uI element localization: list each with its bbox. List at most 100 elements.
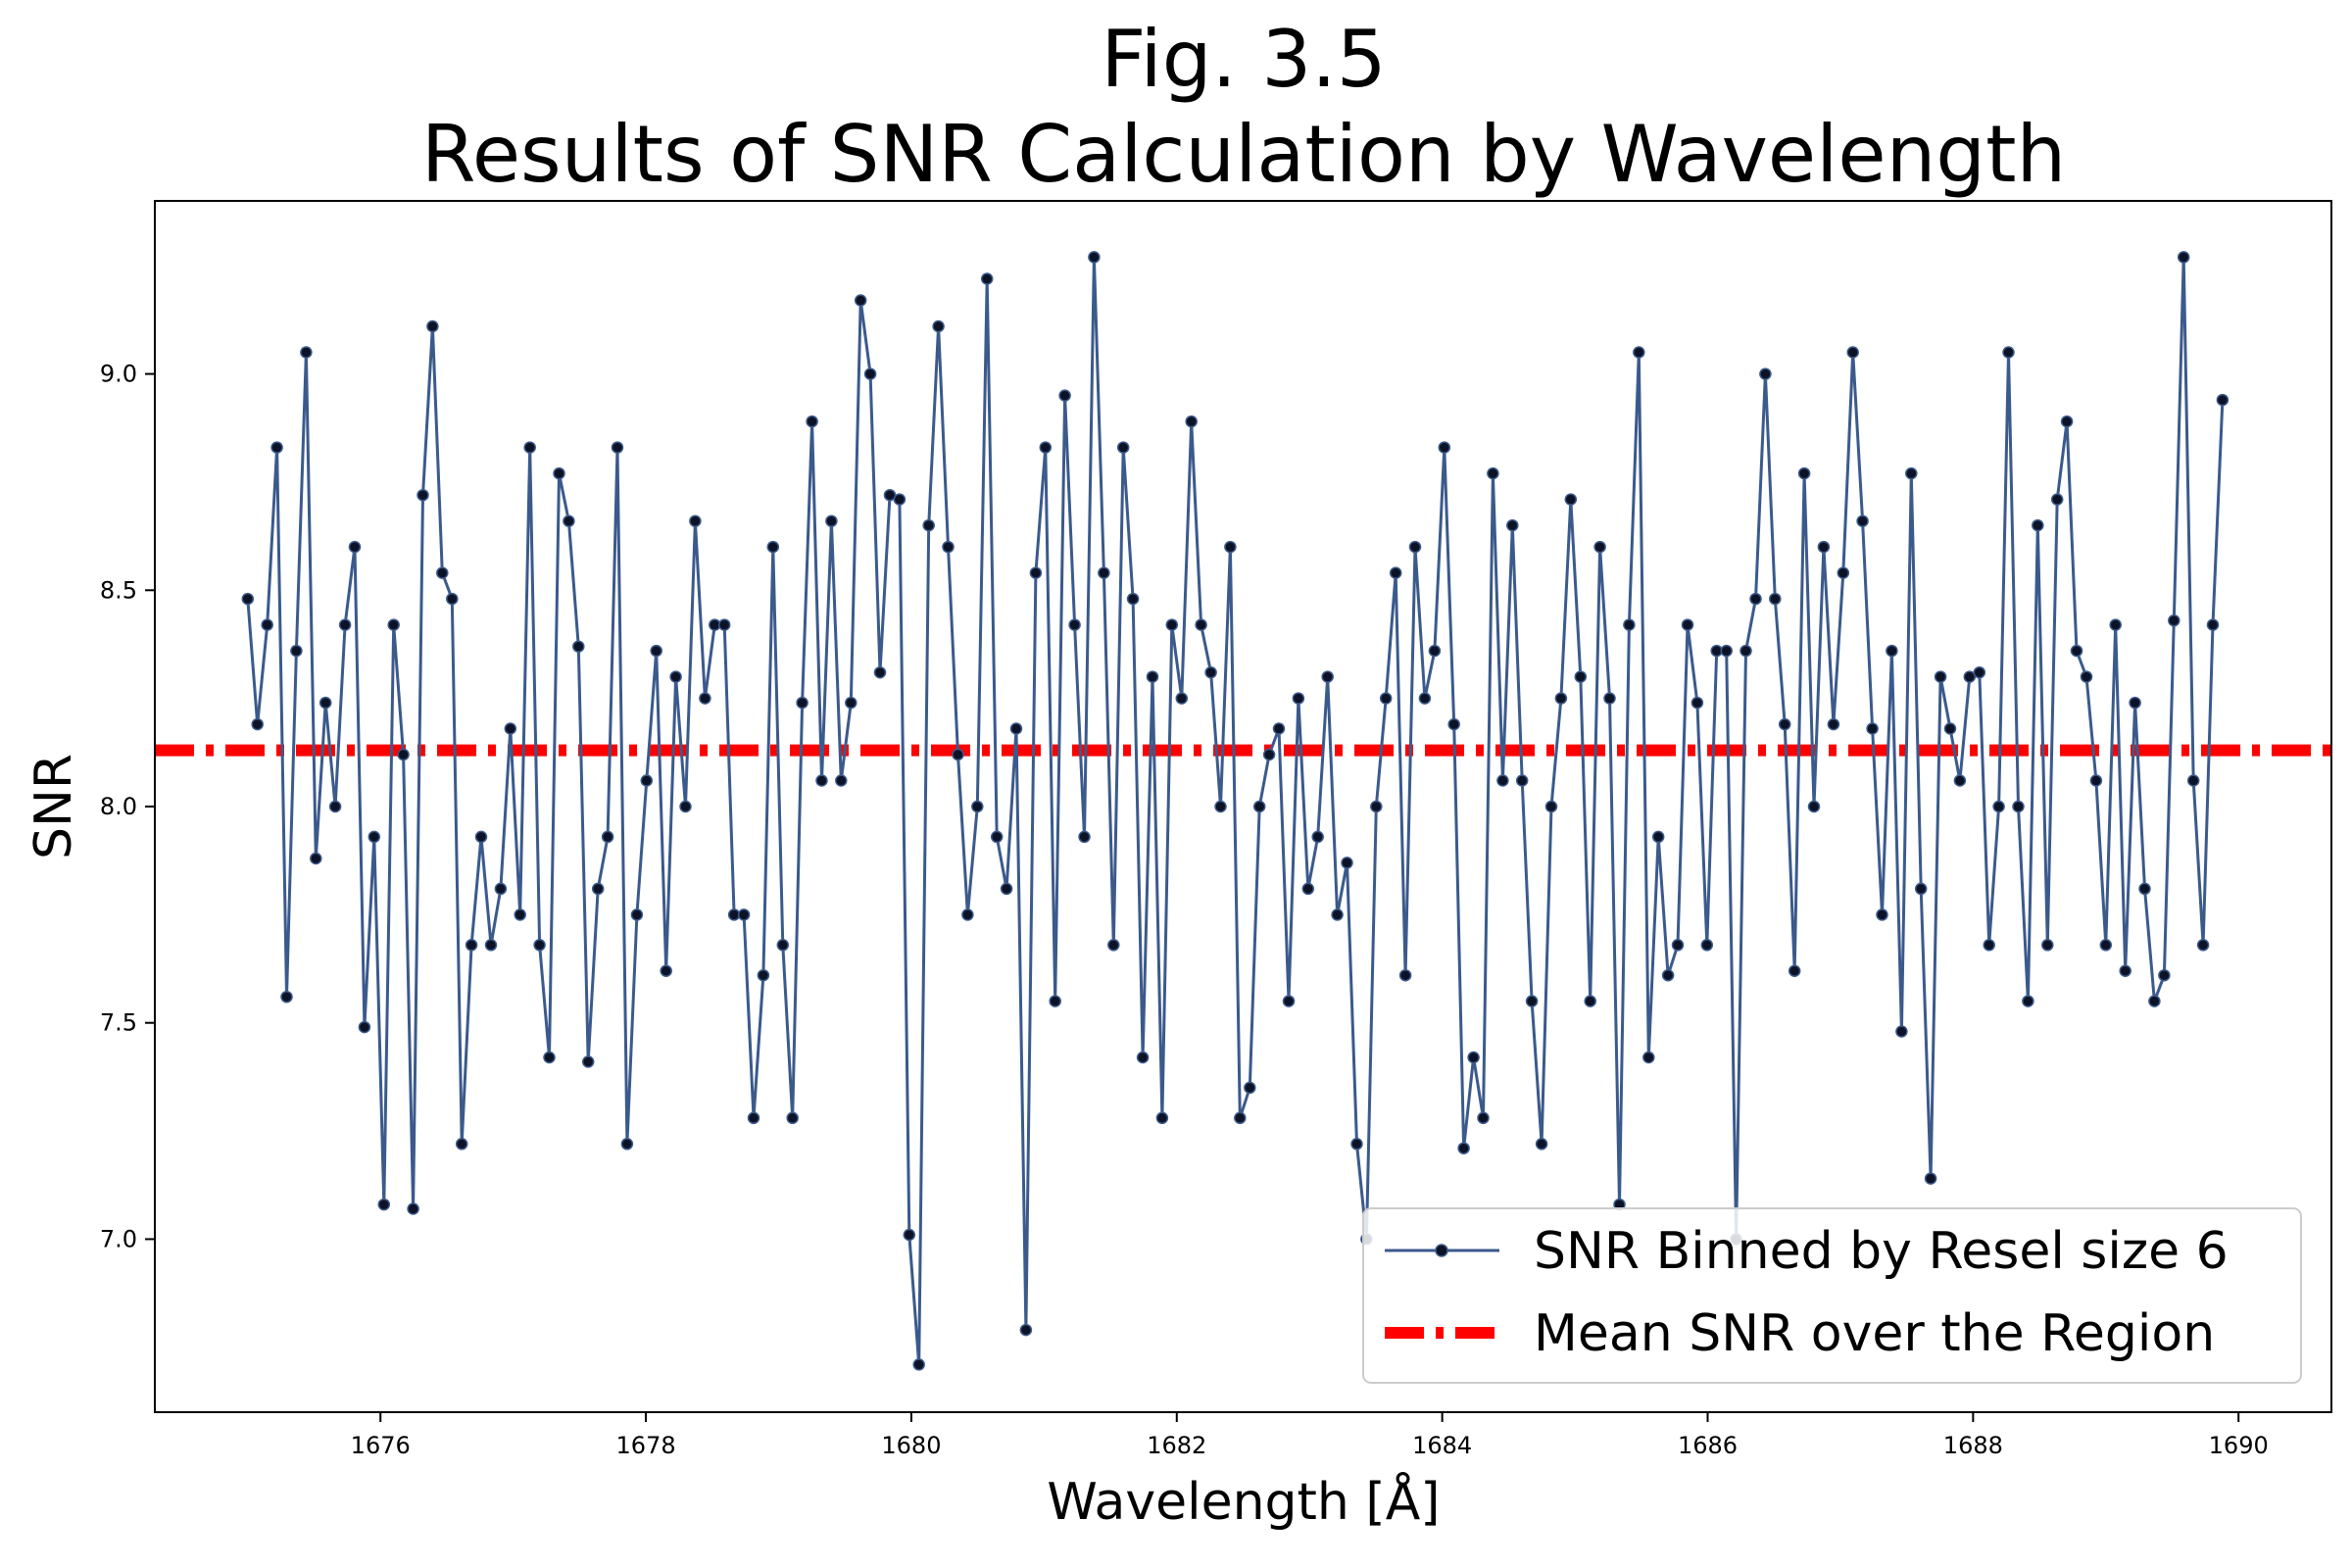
- snr-point: [1943, 722, 1957, 735]
- snr-point: [1827, 717, 1840, 731]
- snr-point: [980, 272, 994, 285]
- y-tick-label: 8.5: [100, 576, 137, 604]
- x-tick-label: 1682: [1147, 1432, 1206, 1459]
- snr-point: [786, 1111, 799, 1125]
- snr-point: [310, 852, 322, 865]
- snr-point: [1603, 692, 1616, 705]
- snr-point: [455, 1138, 468, 1151]
- snr-point: [1107, 939, 1120, 952]
- snr-point: [358, 1020, 371, 1034]
- snr-point: [1807, 800, 1821, 813]
- snr-point: [1681, 618, 1694, 631]
- snr-point: [699, 692, 711, 705]
- snr-point: [1720, 644, 1733, 658]
- snr-point: [1155, 1111, 1169, 1125]
- snr-point: [2022, 995, 2034, 1007]
- snr-point: [1175, 692, 1189, 705]
- snr-point: [533, 939, 546, 952]
- snr-point: [630, 908, 644, 921]
- snr-point: [1457, 1142, 1470, 1154]
- snr-point: [2012, 800, 2025, 813]
- snr-point: [1886, 644, 1898, 658]
- x-tick-label: 1680: [881, 1432, 941, 1459]
- x-axis-label: Wavelength [Å]: [1047, 1471, 1440, 1532]
- snr-point: [1487, 466, 1499, 480]
- snr-point: [1088, 251, 1101, 264]
- snr-point: [1574, 670, 1588, 683]
- snr-point: [2060, 415, 2074, 428]
- snr-point: [640, 774, 654, 787]
- snr-point: [426, 319, 439, 333]
- snr-point: [1370, 800, 1383, 813]
- snr-point: [689, 514, 702, 527]
- snr-point: [504, 722, 517, 735]
- snr-series-line: [246, 255, 2225, 1366]
- snr-point: [300, 346, 313, 359]
- snr-point: [1876, 908, 1888, 921]
- snr-point: [845, 696, 858, 710]
- snr-point: [368, 830, 381, 844]
- plot-frame: [154, 200, 2332, 1413]
- snr-point: [2050, 493, 2064, 506]
- snr-point: [1000, 882, 1013, 896]
- snr-point: [815, 774, 828, 787]
- snr-point: [1049, 995, 1061, 1007]
- snr-point: [1817, 540, 1831, 554]
- snr-point: [1642, 1051, 1655, 1064]
- legend-label-snr: SNR Binned by Resel size 6: [1534, 1222, 2229, 1281]
- snr-point: [2196, 939, 2210, 952]
- snr-point: [1282, 995, 1296, 1007]
- snr-point: [1262, 748, 1276, 761]
- snr-point: [1418, 692, 1432, 705]
- snr-point: [1272, 722, 1286, 735]
- snr-point: [1331, 908, 1344, 921]
- snr-point: [1963, 670, 1977, 683]
- snr-point: [1544, 800, 1558, 813]
- snr-point: [2080, 670, 2093, 683]
- snr-point: [835, 774, 848, 787]
- snr-point: [1398, 968, 1412, 982]
- snr-point: [523, 441, 536, 454]
- snr-point: [1341, 857, 1353, 869]
- snr-point: [952, 748, 964, 761]
- snr-point: [1068, 618, 1081, 631]
- snr-point: [1564, 493, 1578, 506]
- snr-point: [1467, 1051, 1480, 1064]
- snr-point: [766, 540, 780, 554]
- snr-point: [494, 882, 508, 896]
- snr-point: [2070, 644, 2083, 658]
- snr-point: [348, 540, 362, 554]
- snr-point: [1477, 1111, 1490, 1125]
- snr-point: [922, 518, 935, 532]
- snr-point: [2129, 696, 2141, 710]
- snr-point: [1078, 830, 1091, 844]
- x-tick-label: 1676: [351, 1432, 411, 1459]
- snr-point: [1623, 618, 1636, 631]
- snr-point: [1214, 800, 1227, 813]
- snr-point: [747, 1111, 760, 1125]
- snr-point: [1525, 995, 1539, 1007]
- snr-point: [2168, 613, 2180, 627]
- snr-point: [1126, 592, 1140, 606]
- snr-point: [2099, 939, 2113, 952]
- snr-point: [1846, 346, 1859, 359]
- snr-point: [1651, 830, 1665, 844]
- snr-point: [1195, 618, 1207, 631]
- snr-point: [1496, 774, 1509, 787]
- snr-point: [1165, 618, 1179, 631]
- snr-point: [1661, 968, 1675, 982]
- y-tick-label: 7.0: [100, 1225, 137, 1252]
- legend-label-mean: Mean SNR over the Region: [1534, 1304, 2215, 1363]
- snr-point: [1778, 717, 1791, 731]
- snr-point: [474, 830, 488, 844]
- snr-point: [1700, 939, 1714, 952]
- snr-point: [2041, 939, 2054, 952]
- snr-point: [251, 717, 264, 731]
- snr-point: [1146, 670, 1159, 683]
- snr-point: [679, 800, 692, 813]
- snr-point: [1019, 1323, 1033, 1337]
- snr-point: [581, 1055, 595, 1068]
- snr-point: [1983, 939, 1995, 952]
- snr-point: [825, 514, 838, 527]
